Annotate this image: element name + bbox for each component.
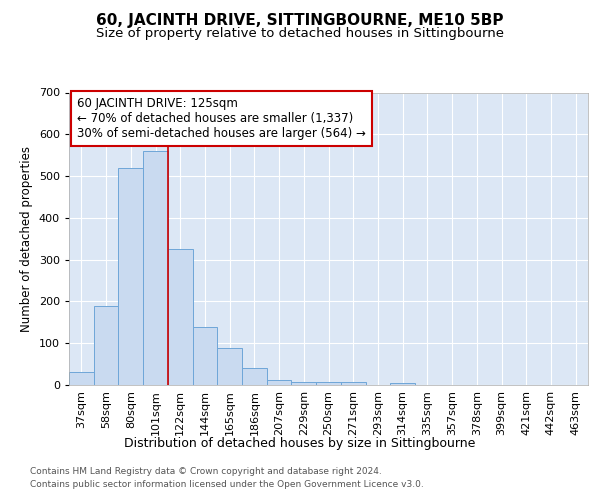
Bar	[390, 383, 415, 385]
Bar	[217, 348, 242, 385]
Text: Size of property relative to detached houses in Sittingbourne: Size of property relative to detached ho…	[96, 28, 504, 40]
Bar	[168, 249, 193, 385]
Text: Contains public sector information licensed under the Open Government Licence v3: Contains public sector information licen…	[30, 480, 424, 489]
Bar	[267, 380, 292, 385]
Bar	[341, 382, 365, 385]
Bar	[143, 151, 168, 385]
Bar	[193, 326, 217, 385]
Bar	[316, 382, 341, 385]
Text: Contains HM Land Registry data © Crown copyright and database right 2024.: Contains HM Land Registry data © Crown c…	[30, 468, 382, 476]
Bar	[242, 368, 267, 385]
Text: Distribution of detached houses by size in Sittingbourne: Distribution of detached houses by size …	[124, 438, 476, 450]
Bar	[118, 168, 143, 385]
Bar	[69, 372, 94, 385]
Text: 60, JACINTH DRIVE, SITTINGBOURNE, ME10 5BP: 60, JACINTH DRIVE, SITTINGBOURNE, ME10 5…	[96, 12, 504, 28]
Text: 60 JACINTH DRIVE: 125sqm
← 70% of detached houses are smaller (1,337)
30% of sem: 60 JACINTH DRIVE: 125sqm ← 70% of detach…	[77, 97, 365, 140]
Bar	[94, 306, 118, 385]
Y-axis label: Number of detached properties: Number of detached properties	[20, 146, 33, 332]
Bar	[292, 382, 316, 385]
